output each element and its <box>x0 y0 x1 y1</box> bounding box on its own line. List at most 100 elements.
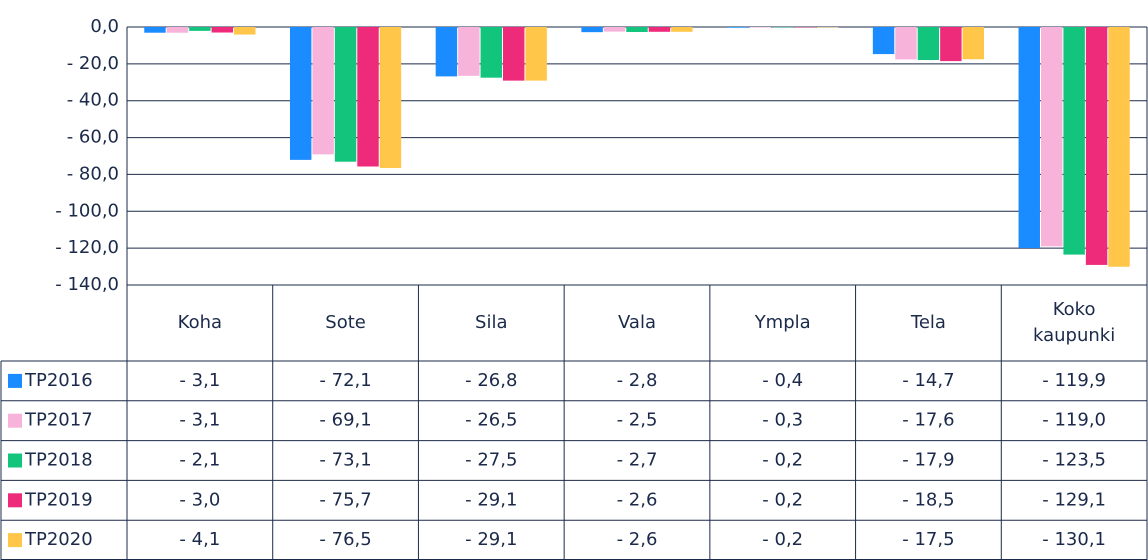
bar <box>727 27 749 28</box>
table-value: - 17,9 <box>902 450 954 471</box>
legend-label: TP2020 <box>24 529 93 550</box>
table-value: - 75,7 <box>319 489 371 510</box>
bar <box>1063 27 1085 255</box>
table-value: - 27,5 <box>465 450 517 471</box>
bar <box>603 27 626 32</box>
bar <box>144 27 166 33</box>
table-value: - 0,3 <box>762 410 803 431</box>
legend-swatch <box>8 413 22 428</box>
bar <box>626 27 648 32</box>
table-value: - 17,6 <box>902 410 954 431</box>
bar <box>1085 27 1108 265</box>
bar <box>357 27 379 167</box>
table-value: - 0,2 <box>762 529 803 550</box>
table-value: - 3,1 <box>179 410 220 431</box>
table-value: - 119,0 <box>1042 410 1106 431</box>
table-value: - 2,6 <box>617 489 658 510</box>
table-value: - 2,5 <box>617 410 658 431</box>
table-value: - 0,2 <box>762 450 803 471</box>
category-text: Ympla <box>754 312 811 333</box>
category-label: Sote <box>273 285 419 361</box>
bar <box>1108 27 1130 267</box>
table-value: - 73,1 <box>319 450 371 471</box>
y-tick-label: - 20,0 <box>67 53 119 74</box>
bar <box>312 27 334 155</box>
legend-swatch <box>8 493 22 508</box>
table-value: - 17,5 <box>902 529 954 550</box>
table-value: - 0,4 <box>762 370 803 391</box>
category-label: Sila <box>418 285 564 361</box>
category-text: Koha <box>177 312 223 333</box>
bar <box>872 27 895 55</box>
table-value: - 129,1 <box>1042 489 1106 510</box>
bar <box>289 27 312 160</box>
y-tick-label: - 60,0 <box>67 127 119 148</box>
y-tick-label: 0,0 <box>90 16 119 37</box>
legend-swatch <box>8 453 22 468</box>
table-value: - 3,1 <box>179 370 220 391</box>
category-label: Vala <box>564 285 710 361</box>
table-value: - 2,6 <box>617 529 658 550</box>
category-text: Sila <box>475 312 508 333</box>
category-label: Koha <box>127 285 273 361</box>
category-text: Sote <box>325 312 366 333</box>
table-value: - 0,2 <box>762 489 803 510</box>
table-value: - 72,1 <box>319 370 371 391</box>
table-value: - 123,5 <box>1042 450 1106 471</box>
bar <box>1018 27 1040 248</box>
legend-label: TP2016 <box>24 370 93 391</box>
bar <box>334 27 357 162</box>
table-value: - 69,1 <box>319 410 371 431</box>
bar <box>940 27 962 62</box>
bar <box>234 27 256 35</box>
table-value: - 4,1 <box>179 529 220 550</box>
y-tick-label: - 40,0 <box>67 90 119 111</box>
legend-label: TP2017 <box>24 410 93 431</box>
y-tick-label: - 120,0 <box>55 237 119 258</box>
table-value: - 26,5 <box>465 410 517 431</box>
bar <box>211 27 234 33</box>
table-value: - 130,1 <box>1042 529 1106 550</box>
bar <box>1040 27 1063 247</box>
table-value: - 18,5 <box>902 489 954 510</box>
table-value: - 14,7 <box>902 370 954 391</box>
bar <box>962 27 985 60</box>
category-label: Tela <box>856 285 1002 361</box>
table-value: - 26,8 <box>465 370 517 391</box>
legend-label: TP2018 <box>24 450 93 471</box>
category-text: Koko kaupunki <box>1033 299 1116 346</box>
bar <box>648 27 671 32</box>
bar <box>189 27 211 31</box>
bar <box>503 27 525 81</box>
bar <box>379 27 402 168</box>
y-tick-label: - 140,0 <box>55 274 119 295</box>
table-value: - 2,1 <box>179 450 220 471</box>
bar <box>458 27 480 76</box>
category-text: Vala <box>618 312 656 333</box>
category-label: Koko kaupunki <box>1001 285 1147 361</box>
bar <box>525 27 547 81</box>
legend-label: TP2019 <box>24 489 93 510</box>
table-value: - 2,7 <box>617 450 658 471</box>
y-tick-label: - 100,0 <box>55 200 119 221</box>
bar <box>581 27 603 33</box>
category-label: Ympla <box>710 285 856 361</box>
bar <box>435 27 458 77</box>
category-text: Tela <box>910 312 946 333</box>
bar <box>480 27 503 78</box>
y-tick-label: - 80,0 <box>67 163 119 184</box>
bar <box>166 27 189 33</box>
bar <box>895 27 917 60</box>
table-value: - 29,1 <box>465 529 517 550</box>
table-value: - 119,9 <box>1042 370 1106 391</box>
table-value: - 2,8 <box>617 370 658 391</box>
table-value: - 29,1 <box>465 489 517 510</box>
legend-swatch <box>8 373 22 388</box>
bar <box>671 27 693 32</box>
bar <box>749 27 771 28</box>
table-value: - 3,0 <box>179 489 220 510</box>
table-value: - 76,5 <box>319 529 371 550</box>
legend-swatch <box>8 533 22 548</box>
